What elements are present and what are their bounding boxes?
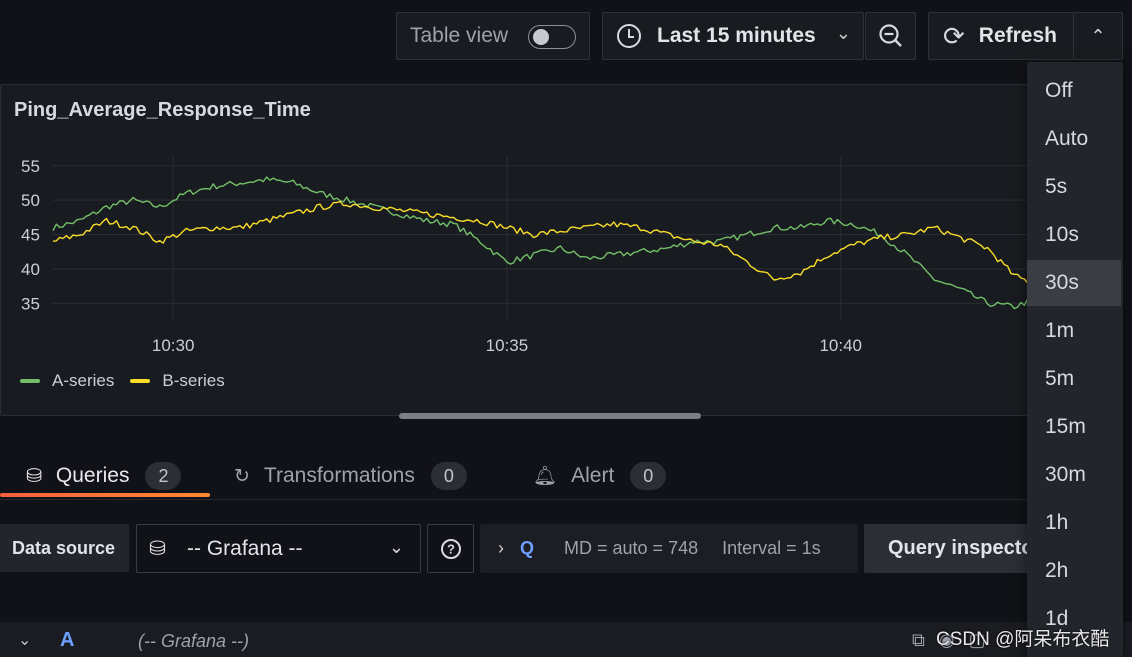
refresh-icon: ⟳ <box>943 20 965 51</box>
query-options-toggle[interactable]: › Q MD = auto = 748 Interval = 1s <box>480 524 858 573</box>
query-row-a: ⌄ A (-- Grafana --) ⧉◉▢ <box>0 622 1132 657</box>
legend-item-a[interactable]: A-series <box>20 371 114 391</box>
tab-label: Queries <box>55 464 130 487</box>
menu-item-1d[interactable]: 1d <box>1045 607 1069 630</box>
eye-icon[interactable]: ◉ <box>938 630 969 650</box>
y-tick-label: 55 <box>21 157 40 176</box>
legend-label: B-series <box>162 371 225 390</box>
query-inspector-button[interactable]: Query inspector <box>864 524 1044 573</box>
chevron-down-icon: ⌄ <box>835 23 851 43</box>
max-data-points: MD = auto = 748 <box>564 538 699 558</box>
x-tick-label: 10:40 <box>819 336 862 355</box>
refresh-button[interactable]: ⟳ Refresh <box>928 12 1074 60</box>
active-tab-indicator <box>0 493 210 497</box>
menu-item-auto[interactable]: Auto <box>1045 127 1089 150</box>
line-chart[interactable]: 35 40 45 50 55 10:30 10:35 10:40 <box>1 85 1041 417</box>
tab-transformations[interactable]: ↻ Transformations 0 <box>234 458 467 494</box>
tab-label: Alert <box>571 464 615 487</box>
menu-item-2h[interactable]: 2h <box>1045 559 1069 582</box>
toggle-switch[interactable] <box>528 25 576 49</box>
interval-value: Interval = 1s <box>722 538 821 558</box>
refresh-interval-menu: Off Auto 5s 10s 30s 1m 5m 15m 30m 1h 2h 1d <box>1027 62 1123 657</box>
svg-text:?: ? <box>447 541 455 556</box>
tab-label: Transformations <box>263 464 415 487</box>
refresh-label: Refresh <box>978 24 1057 47</box>
datasource-select[interactable]: ⛁ -- Grafana -- ⌄ <box>136 524 421 573</box>
y-tick-label: 35 <box>21 294 40 313</box>
table-view-toggle[interactable]: Table view <box>396 12 590 60</box>
bell-icon: 🔔︎ <box>533 466 558 487</box>
series-line-a[interactable] <box>52 176 1041 310</box>
table-view-label: Table view <box>410 24 509 47</box>
y-tick-label: 50 <box>21 191 40 210</box>
transform-icon: ↻ <box>234 465 250 487</box>
query-actions: ⧉◉▢ <box>912 630 1000 651</box>
menu-item-10s[interactable]: 10s <box>1045 223 1079 246</box>
menu-item-15m[interactable]: 15m <box>1045 415 1086 438</box>
collapse-chevron-icon[interactable]: ⌄ <box>18 632 32 649</box>
database-gear-icon: ⛁ <box>149 538 166 560</box>
x-tick-label: 10:35 <box>486 336 529 355</box>
query-name[interactable]: A <box>60 629 75 651</box>
menu-item-5s[interactable]: 5s <box>1045 175 1068 198</box>
legend-label: A-series <box>52 371 115 390</box>
datasource-help-button[interactable]: ? <box>427 524 474 573</box>
zoom-out-button[interactable] <box>865 12 916 60</box>
count-badge: 0 <box>630 462 667 490</box>
menu-item-30m[interactable]: 30m <box>1045 463 1086 486</box>
legend-swatch <box>130 379 151 383</box>
watermark: CSDN @阿呆布衣酷 <box>936 629 1110 650</box>
refresh-interval-dropdown[interactable]: ⌃ <box>1073 12 1123 60</box>
zoom-out-icon <box>878 24 902 47</box>
count-badge: 0 <box>430 462 467 490</box>
menu-item-1m[interactable]: 1m <box>1045 319 1075 342</box>
legend-item-b[interactable]: B-series <box>130 371 225 391</box>
editor-tabs: ⛁ Queries 2 ↻ Transformations 0 🔔︎ Alert… <box>0 452 1040 500</box>
trash-icon[interactable]: ▢ <box>968 630 1000 650</box>
time-range-label: Last 15 minutes <box>657 24 816 47</box>
chevron-right-icon: › <box>498 538 504 558</box>
horizontal-scrollbar[interactable] <box>399 413 701 419</box>
count-badge: 2 <box>145 462 182 490</box>
duplicate-icon[interactable]: ⧉ <box>912 630 939 650</box>
tab-queries[interactable]: ⛁ Queries 2 <box>26 458 182 494</box>
legend-swatch <box>20 379 40 383</box>
chevron-up-icon: ⌃ <box>1090 25 1106 46</box>
menu-item-5m[interactable]: 5m <box>1045 367 1075 390</box>
datasource-label: Data source <box>0 524 129 572</box>
query-options-label: Q <box>520 538 535 558</box>
x-tick-label: 10:30 <box>152 336 195 355</box>
y-tick-label: 40 <box>21 260 40 279</box>
top-toolbar: Table view Last 15 minutes ⌄ ⟳ Refresh ⌃ <box>0 12 1132 60</box>
chart-legend: A-series B-series <box>20 371 225 391</box>
chevron-down-icon: ⌄ <box>388 537 404 557</box>
menu-item-1h[interactable]: 1h <box>1045 511 1069 534</box>
y-tick-label: 45 <box>21 226 40 245</box>
menu-item-off[interactable]: Off <box>1045 79 1073 102</box>
time-range-picker[interactable]: Last 15 minutes ⌄ <box>602 12 864 60</box>
clock-icon <box>617 24 641 48</box>
datasource-selected: -- Grafana -- <box>187 536 303 560</box>
menu-item-30s[interactable]: 30s <box>1027 260 1121 306</box>
panel-title: Ping_Average_Response_Time <box>14 99 311 121</box>
series-line-b[interactable] <box>52 200 1041 287</box>
tab-alert[interactable]: 🔔︎ Alert 0 <box>533 458 667 494</box>
database-icon: ⛁ <box>26 465 42 487</box>
question-circle-icon: ? <box>440 538 461 559</box>
timeseries-panel: 35 40 45 50 55 10:30 10:35 10:40 Ping_Average_R… <box>0 84 1041 419</box>
query-datasource: (-- Grafana --) <box>138 631 250 651</box>
